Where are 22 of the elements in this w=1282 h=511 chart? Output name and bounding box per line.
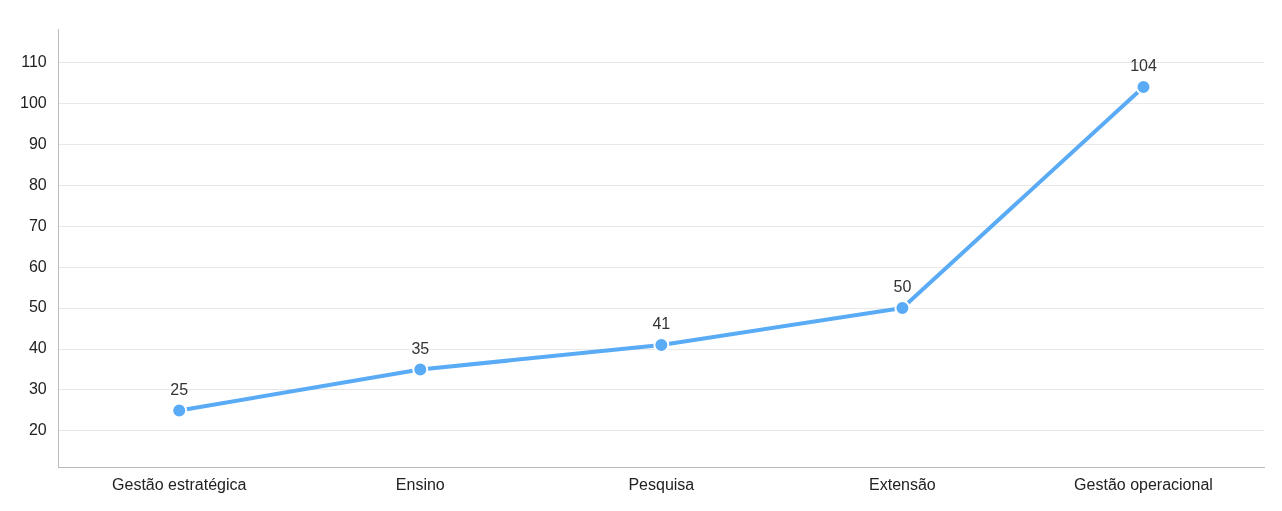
data-label: 25: [170, 380, 189, 398]
x-tick-label: Extensão: [869, 475, 936, 493]
y-tick-label: 90: [28, 134, 47, 152]
y-tick-label: 100: [19, 93, 47, 111]
y-tick-label: 70: [28, 216, 47, 234]
x-tick-label: Pesquisa: [628, 475, 695, 493]
x-tick-label: Gestão operacional: [1074, 475, 1213, 493]
data-label: 50: [893, 278, 912, 296]
y-tick-label: 20: [28, 421, 47, 439]
point: [171, 402, 188, 419]
data-label: 104: [1130, 57, 1157, 75]
y-tick-label: 80: [28, 175, 47, 193]
x-tick-label: Ensino: [395, 475, 445, 493]
y-tick-label: 110: [21, 52, 47, 70]
y-tick-label: 40: [28, 339, 47, 357]
y-tick-label: 50: [28, 298, 47, 316]
point: [412, 361, 429, 378]
y-tick-label: 60: [28, 257, 47, 275]
x-tick-label: Gestão estratégica: [112, 475, 247, 493]
data-label: 35: [411, 339, 430, 357]
data-label: 41: [652, 315, 671, 333]
y-tick-label: 30: [28, 380, 47, 398]
